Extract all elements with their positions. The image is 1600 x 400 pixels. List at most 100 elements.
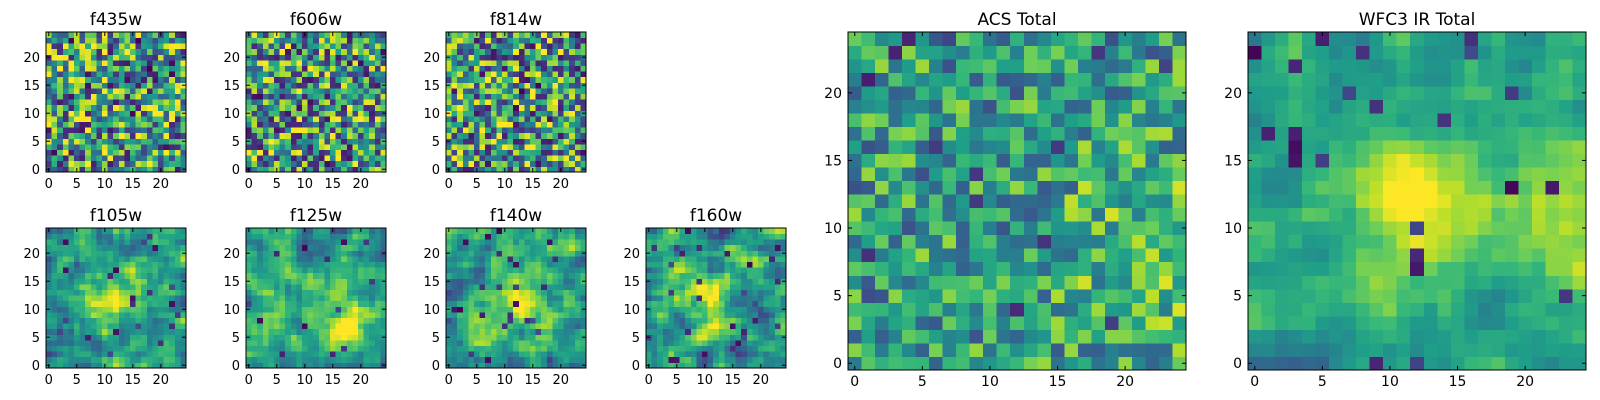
heatmap-cell: [68, 295, 75, 302]
heatmap-cell: [85, 37, 92, 44]
heatmap-cell: [479, 149, 486, 156]
heatmap-cell: [685, 272, 692, 279]
heatmap-cell: [79, 48, 86, 55]
heatmap-cell: [246, 60, 252, 66]
heatmap-cell: [490, 228, 497, 234]
heatmap-cell: [457, 76, 464, 83]
heatmap-cell: [251, 250, 258, 257]
heatmap-cell: [1172, 302, 1187, 317]
heatmap-cell: [735, 250, 742, 257]
heatmap-cell: [46, 93, 52, 100]
heatmap-cell: [558, 65, 564, 72]
heatmap-cell: [57, 88, 64, 94]
heatmap-cell: [296, 289, 303, 296]
heatmap-cell: [1077, 234, 1092, 249]
heatmap-cell: [113, 244, 120, 251]
heatmap-cell: [861, 315, 876, 330]
heatmap-cell: [518, 60, 525, 66]
heatmap-cell: [462, 345, 469, 352]
heatmap-cell: [135, 244, 142, 251]
heatmap-cell: [535, 345, 542, 352]
heatmap-cell: [79, 312, 86, 318]
heatmap-cell: [535, 144, 542, 150]
heatmap-cell: [546, 166, 553, 173]
heatmap-cell: [569, 295, 576, 302]
heatmap-cell: [158, 116, 164, 122]
heatmap-cell: [780, 284, 787, 290]
y-tick-label: 10: [23, 107, 40, 122]
heatmap-cell: [169, 132, 176, 139]
heatmap-cell: [541, 160, 548, 167]
heatmap-cell: [130, 54, 136, 61]
heatmap-cell: [374, 228, 381, 234]
heatmap-cell: [163, 261, 170, 268]
heatmap-cell: [307, 82, 314, 89]
heatmap-cell: [875, 180, 889, 195]
heatmap-cell: [302, 272, 308, 279]
heatmap-cell: [668, 328, 675, 335]
heatmap-cell: [563, 93, 570, 100]
heatmap-cell: [769, 284, 776, 290]
heatmap-cell: [79, 43, 86, 50]
heatmap-cell: [335, 71, 342, 78]
heatmap-cell: [152, 323, 159, 330]
heatmap-cell: [574, 149, 581, 156]
heatmap-cell: [902, 221, 916, 236]
heatmap-cell: [285, 228, 292, 234]
heatmap-cell: [552, 54, 559, 61]
heatmap-cell: [490, 351, 497, 358]
heatmap-cell: [57, 261, 64, 268]
heatmap-cell: [490, 104, 497, 111]
heatmap-cell: [346, 43, 353, 50]
heatmap-cell: [861, 356, 876, 371]
heatmap-cell: [1077, 315, 1092, 330]
heatmap-cell: [90, 149, 97, 156]
heatmap-cell: [141, 88, 148, 94]
heatmap-cell: [446, 300, 452, 307]
heatmap-cell: [969, 167, 984, 182]
heatmap-cell: [352, 345, 359, 352]
heatmap-cell: [569, 71, 576, 78]
heatmap-cell: [257, 88, 264, 94]
heatmap-cell: [1010, 221, 1025, 236]
heatmap-cell: [358, 71, 364, 78]
heatmap-cell: [569, 250, 576, 257]
heatmap-cell: [330, 295, 336, 302]
heatmap-cell: [552, 261, 559, 268]
heatmap-cell: [96, 88, 103, 94]
heatmap-cell: [169, 284, 176, 290]
heatmap-cell: [74, 37, 80, 44]
heatmap-cell: [163, 127, 170, 134]
heatmap-cell: [496, 323, 503, 330]
heatmap-cell: [352, 300, 359, 307]
heatmap-cell: [702, 323, 708, 330]
heatmap-cell: [380, 116, 387, 122]
heatmap-cell: [262, 76, 269, 83]
heatmap-cell: [96, 261, 103, 268]
heatmap-cell: [657, 351, 664, 358]
heatmap-cell: [651, 351, 658, 358]
heatmap-cell: [163, 65, 170, 72]
heatmap-cell: [313, 65, 320, 72]
heatmap-cell: [251, 76, 258, 83]
heatmap-cell: [57, 267, 64, 274]
heatmap-cell: [374, 345, 381, 352]
heatmap-cell: [96, 295, 103, 302]
heatmap-cell: [502, 317, 508, 324]
heatmap-cell: [746, 300, 753, 307]
heatmap-cell: [552, 244, 559, 251]
heatmap-cell: [983, 180, 998, 195]
heatmap-cell: [530, 356, 536, 363]
heatmap-cell: [758, 256, 764, 262]
heatmap-cell: [1172, 275, 1187, 290]
heatmap-cell: [657, 233, 664, 240]
heatmap-cell: [341, 244, 348, 251]
heatmap-cell: [690, 278, 697, 285]
heatmap-cell: [102, 278, 108, 285]
heatmap-cell: [57, 132, 64, 139]
heatmap-cell: [552, 37, 559, 44]
heatmap-cell: [702, 334, 708, 341]
heatmap-cell: [158, 155, 164, 162]
heatmap-cell: [468, 323, 475, 330]
heatmap-cell: [279, 65, 286, 72]
